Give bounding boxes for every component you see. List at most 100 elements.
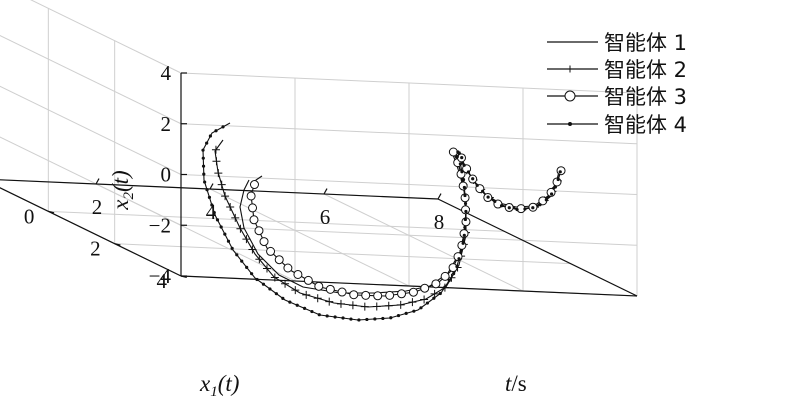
x-tick-label: 4 (206, 200, 217, 224)
series-4-marker (255, 277, 259, 282)
series-4-marker (302, 306, 307, 310)
y-tick (180, 275, 187, 279)
floor-right-edge (437, 198, 638, 297)
series-4-marker (250, 272, 254, 276)
series-2-line (214, 139, 562, 308)
grid-line (180, 72, 638, 94)
series-2-marker (420, 295, 429, 304)
series-4-marker (203, 180, 207, 184)
series-4-marker (459, 249, 463, 253)
series-4-marker (333, 315, 337, 319)
x-tick-label: 6 (320, 205, 331, 229)
series-2-marker (360, 302, 369, 311)
series-4-marker (389, 316, 393, 320)
y-tick-label: 4 (157, 269, 168, 293)
series-4-marker (457, 257, 461, 261)
series-2-marker (262, 264, 271, 273)
series-4-marker (404, 311, 408, 315)
series-3-marker (303, 275, 313, 285)
series-4-marker (425, 301, 430, 305)
series-4-marker (349, 317, 353, 321)
series-4-marker (341, 316, 345, 320)
series-4-marker (481, 189, 485, 193)
series-4-marker (549, 192, 554, 196)
z-tick-label: −4 (149, 264, 172, 288)
y-tick (48, 210, 55, 214)
z-tick-label: 4 (161, 61, 172, 85)
legend-entry-4: 智能体 4 (547, 113, 687, 137)
grid-line (30, 0, 182, 74)
series-3-marker (337, 287, 347, 297)
series-2-marker (236, 224, 245, 233)
series-4-marker (310, 309, 314, 314)
series-2-marker (255, 255, 264, 264)
series-3-marker (248, 203, 258, 213)
series-3-marker (431, 279, 441, 289)
series-3-marker (246, 191, 256, 201)
series-4-marker (462, 163, 466, 167)
series-3-marker (448, 147, 458, 157)
z-tick-label: 2 (161, 112, 172, 136)
series-3-marker (283, 263, 293, 273)
series-3-marker (373, 291, 383, 301)
x-tick (437, 193, 442, 200)
series-4-marker (455, 264, 459, 269)
series-4-marker (486, 195, 490, 199)
series-4-marker (443, 285, 447, 289)
series-4-marker (274, 292, 278, 296)
series-4-marker (556, 177, 560, 182)
series-4-marker (202, 172, 206, 176)
series-4-marker (281, 296, 285, 301)
series-4-marker (553, 185, 557, 189)
series-2-marker (270, 273, 279, 282)
series-2-marker (214, 169, 223, 178)
series-4-marker (201, 164, 206, 168)
series-3-marker (314, 281, 324, 291)
series-4-marker (419, 306, 423, 310)
series-4-marker (235, 253, 239, 257)
series-4-marker (507, 206, 511, 210)
series-4-marker (205, 188, 209, 192)
series-4-marker (463, 201, 468, 206)
series-4-marker (463, 193, 467, 198)
series-4-marker (295, 303, 299, 307)
series-2-marker (302, 290, 311, 299)
grid-line (95, 183, 296, 282)
grid-line (114, 243, 571, 265)
grid-line (0, 85, 182, 175)
x-axis-label: t/s (505, 371, 527, 396)
x-tick (95, 178, 100, 185)
series-4-marker (207, 195, 212, 199)
series-2-marker (217, 180, 226, 189)
series-4-marker (230, 246, 234, 250)
series-4-marker (455, 154, 459, 159)
legend: 智能体 1 智能体 2 智能体 3 智能体 4 (547, 31, 687, 137)
series-3-marker (293, 269, 303, 279)
series-4-marker (381, 316, 385, 321)
z-tick-label: 0 (161, 163, 172, 187)
y-tick-label: 0 (24, 204, 35, 228)
series-4-marker (461, 241, 465, 245)
series-3-marker (361, 290, 371, 300)
series-4-marker (462, 185, 466, 190)
series-4-marker (471, 177, 475, 181)
series-4-marker (325, 314, 329, 318)
legend-label-3: 智能体 3 (604, 85, 687, 109)
series-4-marker (493, 199, 497, 203)
series-4-marker (538, 203, 542, 207)
series-4-marker (201, 156, 205, 160)
series-4-marker (558, 170, 562, 174)
series-4-marker (210, 203, 214, 207)
series-3-marker (266, 246, 276, 256)
series-4-marker (208, 134, 213, 138)
series-4-marker (458, 162, 462, 166)
y-axis-line (0, 187, 182, 277)
series-2-marker (396, 300, 405, 309)
series-2-marker (348, 301, 357, 310)
series-2-marker (226, 203, 235, 212)
series-3-marker (460, 193, 470, 203)
series-3-marker (459, 229, 469, 239)
series-4-marker (261, 282, 266, 286)
series-3-marker (325, 284, 335, 294)
